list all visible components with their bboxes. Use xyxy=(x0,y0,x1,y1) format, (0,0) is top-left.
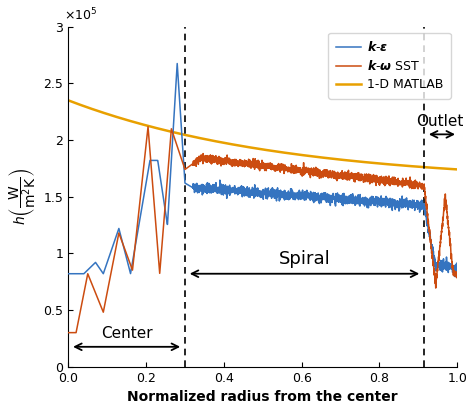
$\boldsymbol{k}$-$\boldsymbol{\omega}$ SST xyxy=(110,262,116,267)
$\boldsymbol{k}$-$\boldsymbol{\omega}$ SST xyxy=(405,179,410,184)
1-D MATLAB xyxy=(133,120,138,125)
Text: Outlet: Outlet xyxy=(416,114,464,129)
1-D MATLAB xyxy=(215,139,220,144)
$\boldsymbol{k}$-$\boldsymbol{\epsilon}$ xyxy=(215,185,220,190)
1-D MATLAB xyxy=(454,167,460,172)
$\boldsymbol{k}$-$\boldsymbol{\epsilon}$ xyxy=(133,241,138,246)
$\boldsymbol{k}$-$\boldsymbol{\omega}$ SST xyxy=(447,238,453,243)
Y-axis label: $h\left(\dfrac{\mathrm{W}}{\mathrm{m}^2\mathrm{K}}\right)$: $h\left(\dfrac{\mathrm{W}}{\mathrm{m}^2\… xyxy=(7,168,38,225)
$\boldsymbol{k}$-$\boldsymbol{\omega}$ SST xyxy=(65,330,71,335)
$\boldsymbol{k}$-$\boldsymbol{\omega}$ SST xyxy=(133,238,138,242)
$\boldsymbol{k}$-$\boldsymbol{\epsilon}$ xyxy=(231,187,237,192)
1-D MATLAB xyxy=(405,164,410,169)
Text: Center: Center xyxy=(101,326,153,341)
$\boldsymbol{k}$-$\boldsymbol{\omega}$ SST xyxy=(145,124,151,129)
1-D MATLAB xyxy=(65,98,71,103)
Line: 1-D MATLAB: 1-D MATLAB xyxy=(68,100,457,169)
$\boldsymbol{k}$-$\boldsymbol{\epsilon}$ xyxy=(452,274,458,279)
Line: $\boldsymbol{k}$-$\boldsymbol{\omega}$ SST: $\boldsymbol{k}$-$\boldsymbol{\omega}$ S… xyxy=(68,127,457,332)
1-D MATLAB xyxy=(231,142,237,147)
Line: $\boldsymbol{k}$-$\boldsymbol{\epsilon}$: $\boldsymbol{k}$-$\boldsymbol{\epsilon}$ xyxy=(68,64,457,277)
1-D MATLAB xyxy=(447,166,452,171)
$\boldsymbol{k}$-$\boldsymbol{\epsilon}$ xyxy=(65,271,71,276)
$\boldsymbol{k}$-$\boldsymbol{\epsilon}$ xyxy=(454,272,460,277)
$\boldsymbol{k}$-$\boldsymbol{\epsilon}$ xyxy=(447,267,453,272)
Text: Spiral: Spiral xyxy=(279,250,330,268)
$\boldsymbol{k}$-$\boldsymbol{\epsilon}$ xyxy=(174,61,180,66)
Legend: $\boldsymbol{k}$-$\boldsymbol{\epsilon}$, $\boldsymbol{k}$-$\boldsymbol{\omega}$: $\boldsymbol{k}$-$\boldsymbol{\epsilon}$… xyxy=(328,33,451,99)
X-axis label: Normalized radius from the center: Normalized radius from the center xyxy=(128,390,398,404)
$\boldsymbol{k}$-$\boldsymbol{\omega}$ SST xyxy=(215,156,220,161)
$\boldsymbol{k}$-$\boldsymbol{\omega}$ SST xyxy=(454,272,460,277)
$\boldsymbol{k}$-$\boldsymbol{\omega}$ SST xyxy=(231,163,237,168)
$\boldsymbol{k}$-$\boldsymbol{\epsilon}$ xyxy=(405,205,410,210)
$\boldsymbol{k}$-$\boldsymbol{\epsilon}$ xyxy=(110,244,116,249)
1-D MATLAB xyxy=(110,113,116,118)
Text: $\times10^5$: $\times10^5$ xyxy=(64,7,98,23)
